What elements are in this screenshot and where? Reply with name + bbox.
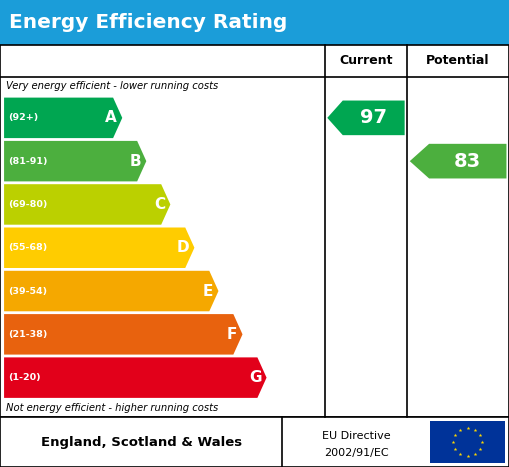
- Bar: [430, 421, 505, 463]
- Text: C: C: [154, 197, 165, 212]
- Bar: [0, 45, 509, 417]
- Text: England, Scotland & Wales: England, Scotland & Wales: [41, 436, 242, 448]
- Text: Current: Current: [339, 54, 393, 67]
- Text: (92+): (92+): [8, 113, 38, 122]
- Text: (1-20): (1-20): [8, 373, 41, 382]
- Text: (21-38): (21-38): [8, 330, 47, 339]
- Text: (39-54): (39-54): [8, 287, 47, 296]
- Text: G: G: [249, 370, 262, 385]
- Text: D: D: [177, 240, 189, 255]
- Text: F: F: [227, 327, 237, 342]
- Polygon shape: [4, 314, 242, 354]
- Bar: [0, 417, 509, 467]
- Polygon shape: [410, 144, 506, 178]
- Text: 97: 97: [360, 108, 387, 127]
- Text: A: A: [105, 110, 117, 125]
- Text: B: B: [130, 154, 141, 169]
- Text: (81-91): (81-91): [8, 156, 48, 166]
- Text: (55-68): (55-68): [8, 243, 47, 252]
- Bar: [0, 0, 509, 45]
- Bar: [0, 45, 509, 77]
- Polygon shape: [4, 141, 146, 181]
- Text: Very energy efficient - lower running costs: Very energy efficient - lower running co…: [6, 81, 218, 92]
- Text: E: E: [203, 283, 213, 298]
- Text: 83: 83: [454, 152, 482, 170]
- Text: EU Directive: EU Directive: [322, 431, 390, 441]
- Polygon shape: [4, 357, 267, 398]
- Polygon shape: [4, 227, 194, 268]
- Text: Not energy efficient - higher running costs: Not energy efficient - higher running co…: [6, 403, 218, 413]
- Polygon shape: [4, 184, 171, 225]
- Text: Potential: Potential: [427, 54, 490, 67]
- Text: 2002/91/EC: 2002/91/EC: [324, 448, 388, 458]
- Polygon shape: [327, 100, 405, 135]
- Polygon shape: [4, 98, 122, 138]
- Text: (69-80): (69-80): [8, 200, 47, 209]
- Text: Energy Efficiency Rating: Energy Efficiency Rating: [9, 13, 288, 32]
- Polygon shape: [4, 271, 218, 311]
